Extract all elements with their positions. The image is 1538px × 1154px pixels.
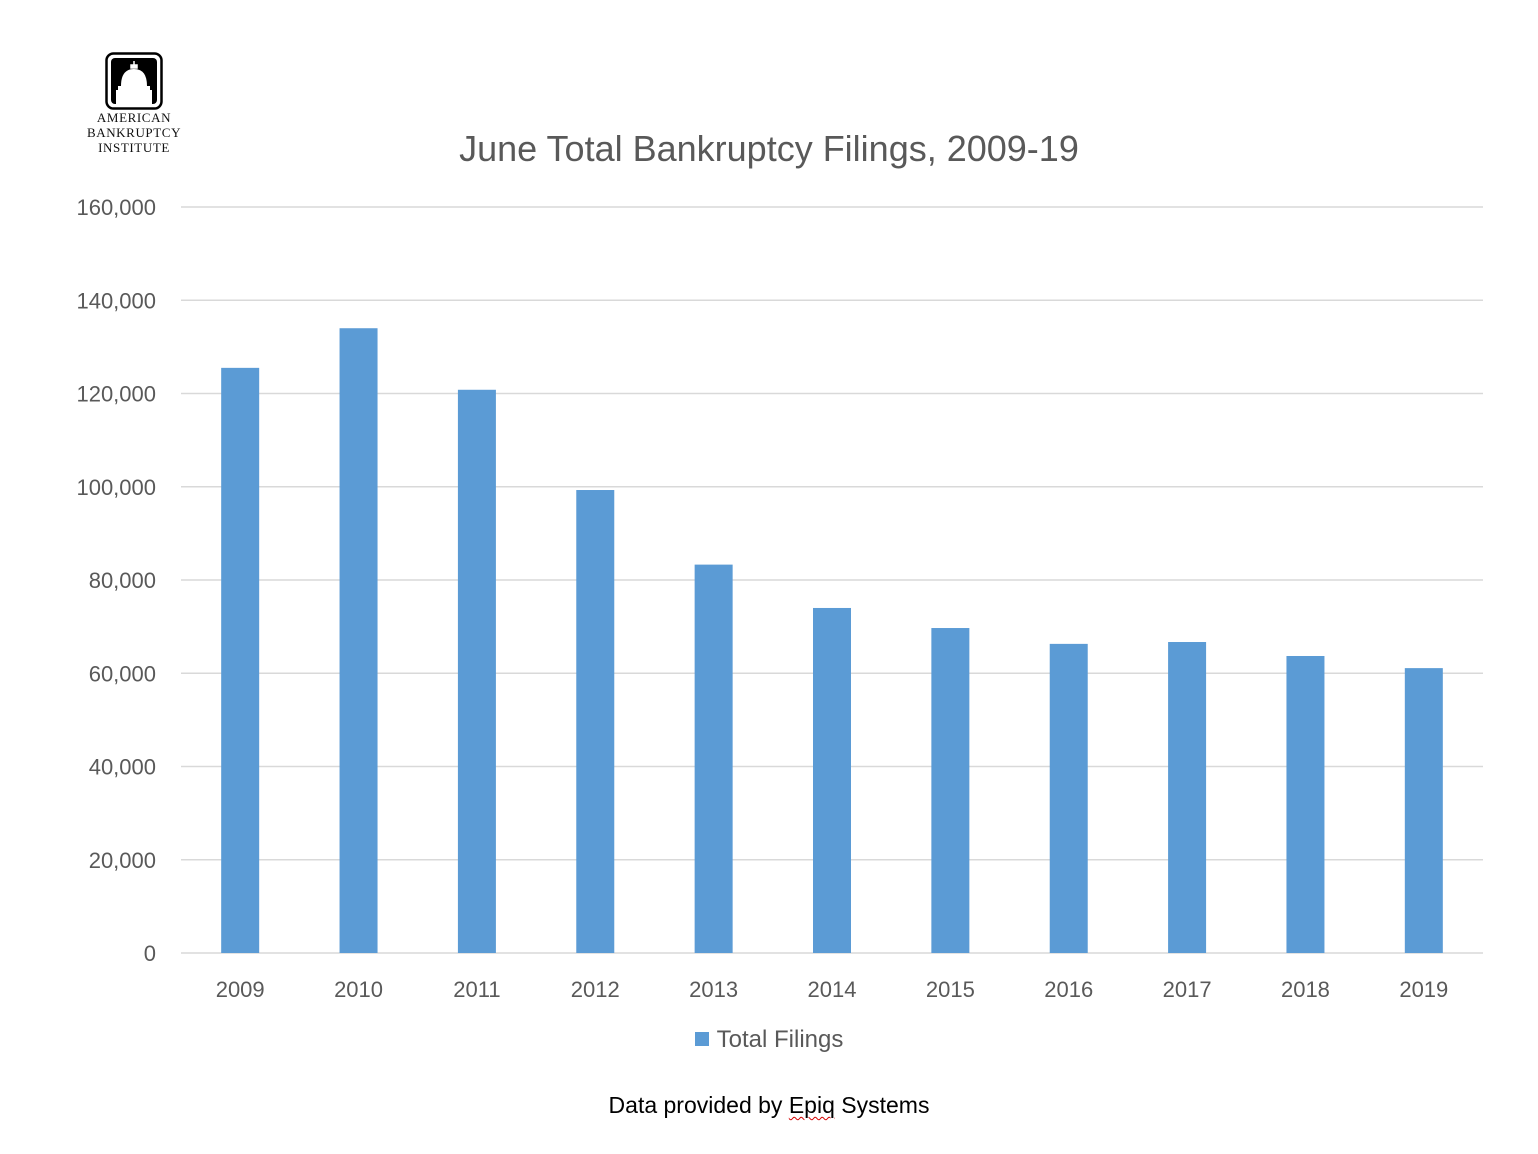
y-tick-label: 120,000 (76, 382, 156, 407)
source-note: Data provided by Epiq Systems (0, 1092, 1538, 1119)
legend-swatch (694, 1031, 709, 1046)
x-tick-label: 2015 (926, 977, 975, 1002)
x-tick-label: 2009 (216, 977, 265, 1002)
y-tick-label: 0 (144, 941, 156, 966)
bar-2018 (1286, 655, 1325, 953)
bar-2013 (694, 564, 733, 953)
x-axis-ticks: 2009 2010 2011 2012 2013 2014 2015 2016 2017 2018… (216, 977, 1449, 1002)
logo-line-2: Bankruptcy (86, 125, 182, 140)
bar-2010 (339, 328, 378, 954)
y-axis-ticks: 0 20,000 40,000 60,000 80,000 100,000 120,000 1… (76, 195, 156, 966)
x-tick-label: 2018 (1281, 977, 1330, 1002)
bars (221, 328, 1443, 954)
bar-2014 (813, 607, 851, 953)
x-tick-label: 2017 (1163, 977, 1212, 1002)
bar-2012 (576, 490, 615, 953)
legend: Total Filings (0, 1026, 1538, 1054)
y-tick-label: 140,000 (76, 288, 156, 313)
bar-2019 (1404, 668, 1443, 953)
bar-2011 (457, 389, 496, 953)
legend-label: Total Filings (716, 1026, 844, 1053)
bar-2017 (1168, 642, 1207, 953)
x-tick-label: 2014 (808, 977, 857, 1002)
x-tick-label: 2012 (571, 977, 620, 1002)
y-tick-label: 100,000 (76, 475, 156, 500)
y-tick-label: 60,000 (89, 661, 156, 686)
x-tick-label: 2016 (1044, 977, 1093, 1002)
chart-title: June Total Bankruptcy Filings, 2009-19 (459, 128, 1079, 169)
y-tick-label: 20,000 (89, 848, 156, 873)
capitol-dome-icon (105, 52, 163, 110)
bar-2009 (221, 367, 260, 953)
abi-logo: American Bankruptcy Institute (76, 52, 192, 155)
x-tick-label: 2019 (1399, 977, 1448, 1002)
bar-2016 (1049, 643, 1088, 953)
x-tick-label: 2010 (334, 977, 383, 1002)
source-underlined: Epiq (788, 1092, 835, 1118)
source-suffix: Systems (834, 1092, 930, 1118)
y-tick-label: 80,000 (89, 568, 156, 593)
logo-line-1: American (96, 110, 172, 125)
source-prefix: Data provided by (608, 1092, 789, 1118)
y-tick-label: 40,000 (89, 755, 156, 780)
x-tick-label: 2011 (453, 977, 500, 1002)
y-tick-label: 160,000 (76, 195, 156, 220)
bar-2015 (931, 628, 970, 953)
logo-line-3: Institute (98, 140, 170, 155)
x-tick-label: 2013 (689, 977, 738, 1002)
